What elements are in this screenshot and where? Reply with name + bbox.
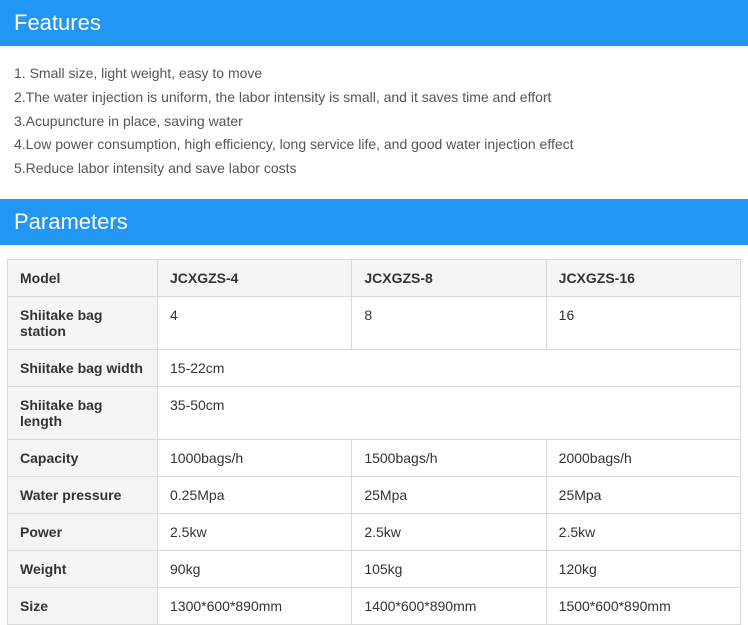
table-header-cell: JCXGZS-8: [352, 259, 546, 296]
table-cell: 4: [158, 296, 352, 349]
table-cell: 2.5kw: [546, 513, 740, 550]
table-row: Size1300*600*890mm1400*600*890mm1500*600…: [8, 587, 741, 624]
table-cell: 1400*600*890mm: [352, 587, 546, 624]
row-label: Capacity: [8, 439, 158, 476]
table-row: Power2.5kw2.5kw2.5kw: [8, 513, 741, 550]
feature-item: 5.Reduce labor intensity and save labor …: [14, 157, 734, 181]
table-row: Weight90kg105kg120kg: [8, 550, 741, 587]
table-cell: 1000bags/h: [158, 439, 352, 476]
table-cell: 105kg: [352, 550, 546, 587]
table-cell: 25Mpa: [546, 476, 740, 513]
row-label: Weight: [8, 550, 158, 587]
row-label: Power: [8, 513, 158, 550]
feature-item: 3.Acupuncture in place, saving water: [14, 110, 734, 134]
table-cell: 15-22cm: [158, 349, 741, 386]
row-label: Shiitake bag width: [8, 349, 158, 386]
table-cell: 25Mpa: [352, 476, 546, 513]
feature-item: 1. Small size, light weight, easy to mov…: [14, 62, 734, 86]
parameters-table: Model JCXGZS-4 JCXGZS-8 JCXGZS-16 Shiita…: [7, 259, 741, 625]
table-row: Water pressure0.25Mpa25Mpa25Mpa: [8, 476, 741, 513]
features-header: Features: [0, 0, 748, 46]
table-header-cell: Model: [8, 259, 158, 296]
features-list: 1. Small size, light weight, easy to mov…: [0, 58, 748, 199]
table-cell: 2.5kw: [352, 513, 546, 550]
row-label: Shiitake bag length: [8, 386, 158, 439]
table-cell: 8: [352, 296, 546, 349]
table-cell: 120kg: [546, 550, 740, 587]
table-row: Shiitake bag length35-50cm: [8, 386, 741, 439]
feature-item: 2.The water injection is uniform, the la…: [14, 86, 734, 110]
feature-item: 4.Low power consumption, high efficiency…: [14, 133, 734, 157]
table-header-cell: JCXGZS-16: [546, 259, 740, 296]
table-row: Shiitake bag width15-22cm: [8, 349, 741, 386]
table-cell: 16: [546, 296, 740, 349]
table-row: Shiitake bag station4816: [8, 296, 741, 349]
table-cell: 0.25Mpa: [158, 476, 352, 513]
table-cell: 2000bags/h: [546, 439, 740, 476]
parameters-header: Parameters: [0, 199, 748, 245]
table-cell: 1500*600*890mm: [546, 587, 740, 624]
row-label: Water pressure: [8, 476, 158, 513]
table-cell: 2.5kw: [158, 513, 352, 550]
row-label: Shiitake bag station: [8, 296, 158, 349]
table-header-row: Model JCXGZS-4 JCXGZS-8 JCXGZS-16: [8, 259, 741, 296]
table-row: Capacity1000bags/h1500bags/h2000bags/h: [8, 439, 741, 476]
table-cell: 1300*600*890mm: [158, 587, 352, 624]
table-cell: 35-50cm: [158, 386, 741, 439]
table-header-cell: JCXGZS-4: [158, 259, 352, 296]
row-label: Size: [8, 587, 158, 624]
table-cell: 90kg: [158, 550, 352, 587]
table-cell: 1500bags/h: [352, 439, 546, 476]
